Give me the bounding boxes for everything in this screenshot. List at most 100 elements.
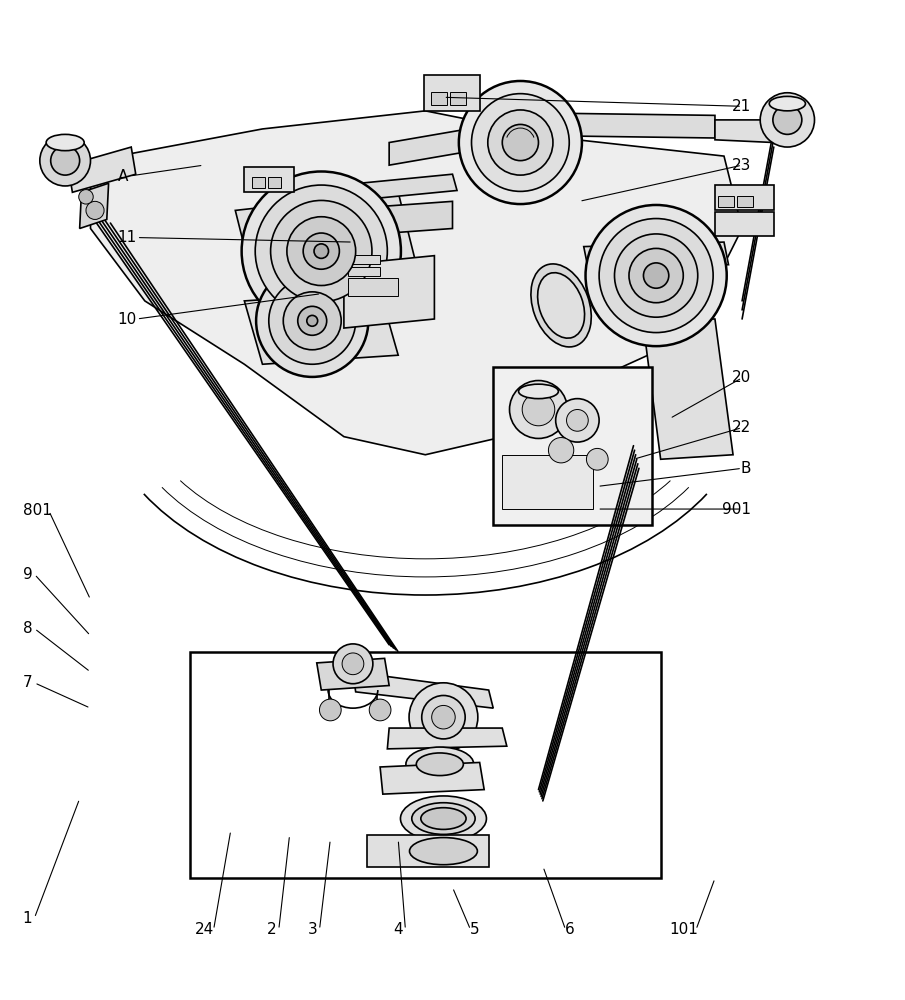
Circle shape	[472, 94, 569, 191]
Circle shape	[586, 448, 608, 470]
Circle shape	[40, 135, 90, 186]
Bar	[268, 177, 281, 188]
Polygon shape	[643, 319, 733, 459]
Circle shape	[614, 234, 698, 317]
Polygon shape	[68, 147, 136, 192]
Circle shape	[773, 105, 802, 134]
Bar	[252, 177, 265, 188]
Circle shape	[369, 699, 391, 721]
Polygon shape	[262, 201, 452, 242]
Ellipse shape	[416, 753, 463, 776]
Polygon shape	[516, 113, 715, 138]
Text: 801: 801	[23, 503, 52, 518]
Circle shape	[502, 124, 538, 161]
Text: 11: 11	[118, 230, 137, 245]
Circle shape	[242, 171, 401, 331]
Circle shape	[556, 399, 599, 442]
Text: 101: 101	[670, 922, 699, 937]
Polygon shape	[380, 762, 484, 794]
Text: 6: 6	[565, 922, 575, 937]
Text: 5: 5	[470, 922, 480, 937]
Text: 2: 2	[267, 922, 277, 937]
Circle shape	[522, 393, 555, 426]
Bar	[493, 367, 652, 525]
Text: 23: 23	[732, 158, 751, 173]
Circle shape	[287, 217, 356, 286]
Text: 10: 10	[118, 312, 137, 326]
Bar	[244, 167, 294, 192]
Text: 20: 20	[732, 370, 751, 385]
Text: A: A	[118, 169, 128, 184]
Circle shape	[488, 110, 553, 175]
Bar	[424, 75, 480, 111]
Bar	[737, 196, 753, 207]
Circle shape	[567, 410, 588, 431]
Polygon shape	[584, 242, 729, 269]
Text: 8: 8	[23, 621, 33, 636]
Polygon shape	[367, 835, 489, 867]
Circle shape	[298, 306, 327, 335]
Polygon shape	[317, 658, 389, 690]
Circle shape	[432, 705, 455, 729]
Circle shape	[256, 265, 368, 377]
Polygon shape	[90, 111, 742, 455]
Bar	[431, 92, 447, 105]
Ellipse shape	[401, 796, 487, 841]
Polygon shape	[389, 120, 520, 165]
Bar	[502, 455, 593, 509]
Circle shape	[255, 185, 387, 317]
Polygon shape	[267, 174, 457, 209]
Ellipse shape	[531, 264, 591, 347]
Circle shape	[269, 277, 356, 364]
Circle shape	[79, 190, 93, 204]
Polygon shape	[715, 120, 783, 143]
Circle shape	[409, 683, 478, 752]
Circle shape	[86, 201, 104, 219]
Polygon shape	[387, 728, 507, 749]
Circle shape	[283, 292, 341, 350]
Bar	[715, 212, 774, 236]
Polygon shape	[235, 192, 416, 283]
Ellipse shape	[412, 803, 475, 834]
Circle shape	[307, 315, 318, 326]
Ellipse shape	[406, 747, 474, 781]
Text: 21: 21	[732, 99, 751, 114]
Polygon shape	[344, 256, 434, 328]
Circle shape	[459, 81, 582, 204]
Polygon shape	[353, 672, 493, 708]
Ellipse shape	[409, 838, 478, 865]
Ellipse shape	[538, 273, 585, 338]
Ellipse shape	[421, 808, 466, 829]
Bar	[348, 278, 398, 296]
Circle shape	[760, 93, 814, 147]
Text: 4: 4	[394, 922, 404, 937]
Text: 24: 24	[195, 922, 214, 937]
Circle shape	[319, 699, 341, 721]
Ellipse shape	[519, 384, 558, 399]
Circle shape	[422, 695, 465, 739]
Circle shape	[586, 205, 727, 346]
Bar	[348, 255, 380, 264]
Text: 7: 7	[23, 675, 33, 690]
Circle shape	[510, 381, 567, 438]
Bar	[715, 185, 774, 210]
Text: 901: 901	[722, 502, 751, 517]
Circle shape	[548, 438, 574, 463]
Circle shape	[333, 644, 373, 684]
Circle shape	[643, 263, 669, 288]
Polygon shape	[80, 183, 109, 228]
Circle shape	[271, 200, 372, 302]
Circle shape	[51, 146, 80, 175]
Bar	[450, 92, 466, 105]
Bar	[190, 652, 661, 878]
Circle shape	[303, 233, 339, 269]
Circle shape	[629, 248, 683, 303]
Text: 22: 22	[732, 420, 751, 435]
Text: 1: 1	[23, 911, 33, 926]
Polygon shape	[244, 292, 398, 364]
Text: 9: 9	[23, 567, 33, 582]
Circle shape	[599, 219, 713, 333]
Text: 3: 3	[308, 922, 318, 937]
Bar	[348, 267, 380, 276]
Circle shape	[342, 653, 364, 675]
